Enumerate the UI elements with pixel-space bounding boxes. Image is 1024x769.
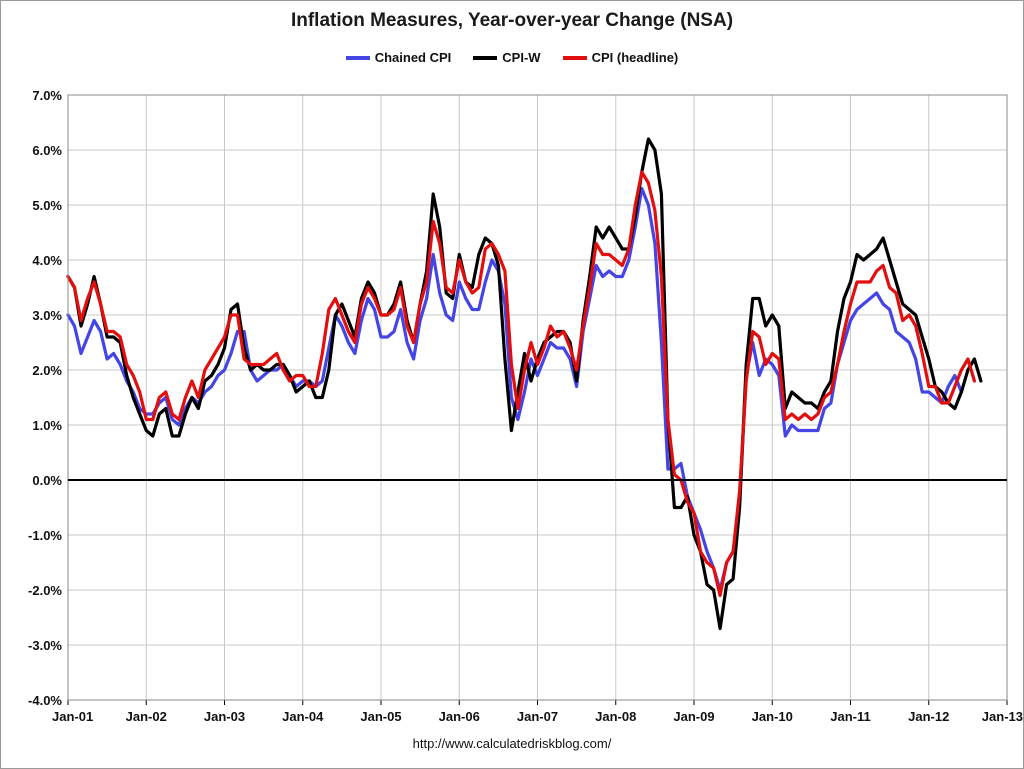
- legend-swatch-cpi-headline: [562, 55, 587, 60]
- y-tick-label: 3.0%: [32, 308, 62, 323]
- x-tick-label: Jan-05: [360, 709, 401, 724]
- legend-swatch-cpi-w: [473, 55, 498, 60]
- x-tick-label: Jan-11: [830, 709, 870, 724]
- legend-label-cpi-headline: CPI (headline): [591, 50, 679, 65]
- x-tick-label: Jan-07: [517, 709, 558, 724]
- y-tick-label: 5.0%: [32, 198, 62, 213]
- legend-item-chained-cpi: Chained CPI: [345, 50, 452, 65]
- y-tick-label: -1.0%: [28, 528, 62, 543]
- y-tick-label: 2.0%: [32, 363, 62, 378]
- x-tick-label: Jan-10: [752, 709, 793, 724]
- y-tick-labels: 7.0% 6.0% 5.0% 4.0% 3.0% 2.0% 1.0% 0.0% -1.0% -2.…: [28, 88, 62, 708]
- x-tick-label: Jan-04: [282, 709, 324, 724]
- x-tick-label: Jan-09: [673, 709, 714, 724]
- legend-item-cpi-w: CPI-W: [473, 50, 541, 65]
- x-tick-label: Jan-02: [126, 709, 167, 724]
- chart-title: Inflation Measures, Year-over-year Chang…: [290, 10, 734, 31]
- grid-lines: [68, 94, 1007, 701]
- y-tick-label: 1.0%: [32, 418, 62, 433]
- series-lines: [66, 137, 983, 631]
- legend: Chained CPI CPI-W CPI (headline): [0, 50, 1024, 65]
- x-tick-label: Jan-01: [52, 709, 93, 724]
- y-tick-label: 0.0%: [32, 473, 62, 488]
- legend-item-cpi-headline: CPI (headline): [562, 50, 679, 65]
- y-tick-label: 6.0%: [32, 143, 62, 158]
- y-tick-label: -2.0%: [28, 583, 62, 598]
- legend-label-cpi-w: CPI-W: [502, 50, 541, 65]
- y-tick-label: -4.0%: [28, 693, 62, 708]
- x-tick-label: Jan-03: [204, 709, 245, 724]
- y-tick-label: -3.0%: [28, 638, 62, 653]
- legend-swatch-chained-cpi: [345, 55, 370, 60]
- legend-label-chained-cpi: Chained CPI: [374, 50, 452, 65]
- series-line-cpi-w: [66, 137, 983, 631]
- y-tick-label: 7.0%: [32, 88, 62, 103]
- y-tick-label: 4.0%: [32, 253, 62, 268]
- source-url: http://www.calculatedriskblog.com/: [412, 736, 612, 751]
- series-line-cpi-headline: [66, 170, 977, 598]
- x-tick-label: Jan-06: [439, 709, 480, 724]
- x-tick-label: Jan-08: [595, 709, 636, 724]
- x-tick-label: Jan-12: [908, 709, 949, 724]
- x-tick-label: Jan-13: [982, 709, 1023, 724]
- x-tick-labels: Jan-01 Jan-02 Jan-03 Jan-04 Jan-05 Jan-06 Jan-…: [52, 709, 1023, 724]
- plot-border: [67, 94, 1008, 701]
- axes: [67, 94, 1008, 705]
